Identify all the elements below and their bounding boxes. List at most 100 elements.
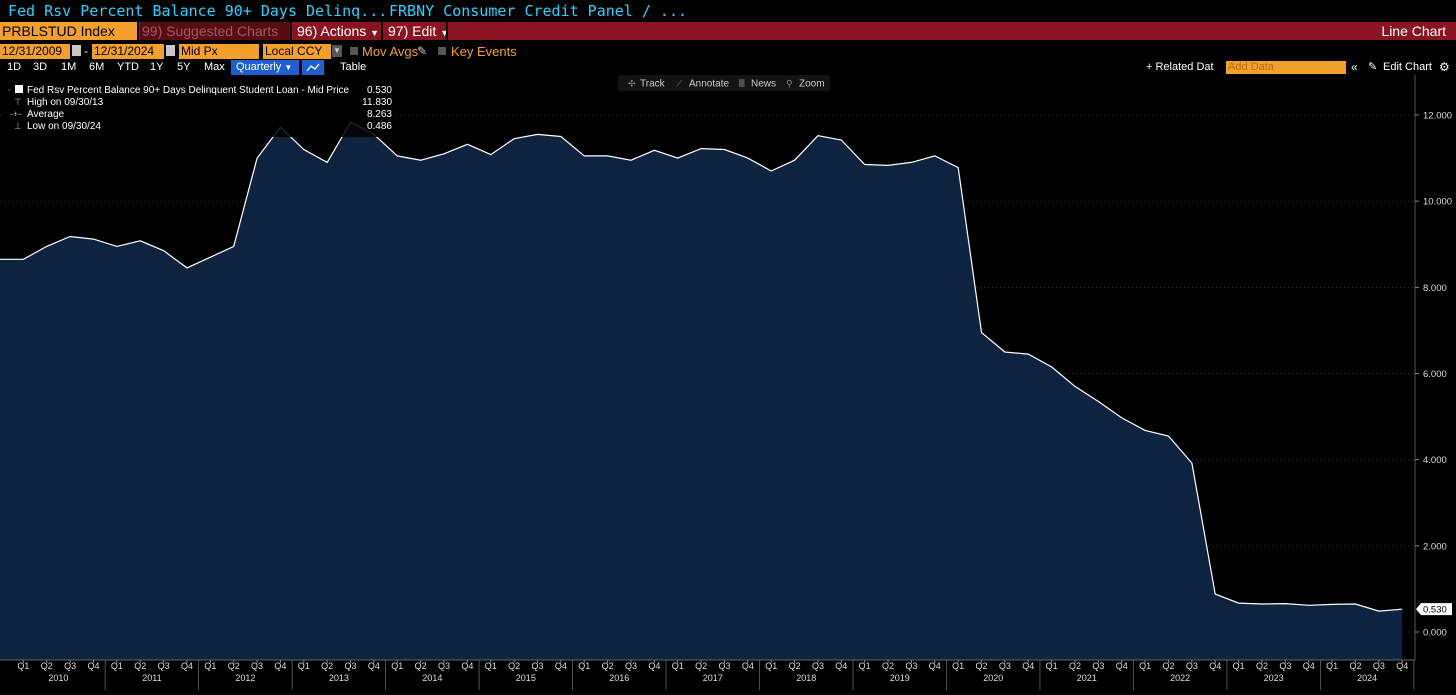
last-price-tag: 0.530: [1416, 603, 1452, 615]
x-quarter-label: Q1: [391, 661, 403, 671]
x-quarter-label: Q2: [41, 661, 53, 671]
data-point: [723, 148, 725, 150]
legend[interactable]: ▫ Fed Rsv Percent Balance 90+ Days Delin…: [2, 82, 396, 137]
mov-avgs-checkbox[interactable]: [350, 47, 358, 55]
chart-area[interactable]: 0.000 2.000 4.000 6.000 8.000 10.000 12.000 Q1…: [0, 75, 1456, 695]
x-year-label: 2020: [983, 673, 1003, 683]
frequency-select[interactable]: Quarterly ▼: [231, 60, 299, 75]
x-quarter-label: Q3: [812, 661, 824, 671]
news-button[interactable]: News: [751, 79, 776, 90]
mov-avgs-label[interactable]: Mov Avgs: [362, 44, 419, 59]
legend-series-name: Fed Rsv Percent Balance 90+ Days Delinqu…: [27, 85, 350, 96]
x-quarter-label: Q3: [1373, 661, 1385, 671]
data-point: [863, 163, 865, 165]
period-5y[interactable]: 5Y: [177, 61, 191, 73]
series-line: [0, 121, 1403, 612]
data-point: [934, 155, 936, 157]
crosshair-icon: ✣: [628, 79, 636, 89]
y-tick-label: 0.000: [1423, 628, 1447, 639]
data-point: [69, 235, 71, 237]
data-point: [1191, 462, 1193, 464]
related-data-button[interactable]: + Related Dat: [1146, 61, 1214, 73]
data-point: [536, 133, 538, 135]
suggested-charts-button[interactable]: 99) Suggested Charts: [140, 22, 290, 40]
x-year-label: 2013: [329, 673, 349, 683]
edit-label: 97) Edit: [388, 23, 437, 39]
line-chart-icon[interactable]: [302, 60, 324, 75]
x-quarter-label: Q3: [438, 661, 450, 671]
data-point: [1284, 602, 1286, 604]
data-point: [653, 149, 655, 151]
period-row: 1D 3D 1M 6M YTD 1Y 5Y Max Quarterly ▼ Ta…: [0, 60, 1456, 75]
chart-type-label[interactable]: Line Chart: [1381, 23, 1446, 39]
field-select[interactable]: Mid Px: [179, 44, 259, 59]
x-quarter-label: Q4: [461, 661, 473, 671]
x-quarter-label: Q4: [929, 661, 941, 671]
data-point: [303, 148, 305, 150]
x-quarter-label: Q4: [648, 661, 660, 671]
zoom-button[interactable]: Zoom: [799, 79, 825, 90]
collapse-icon[interactable]: «: [1351, 60, 1358, 74]
source-title[interactable]: FRBNY Consumer Credit Panel / ...: [389, 2, 688, 20]
chevron-down-icon: ▼: [370, 28, 380, 38]
period-6m[interactable]: 6M: [89, 61, 105, 73]
pencil-icon[interactable]: ✎: [1368, 61, 1378, 73]
actions-menu-button[interactable]: 96) Actions ▼: [293, 22, 381, 40]
x-quarter-label: Q1: [952, 661, 964, 671]
table-button[interactable]: Table: [340, 61, 367, 73]
y-tick-label: 6.000: [1423, 369, 1447, 380]
x-quarter-label: Q2: [508, 661, 520, 671]
track-button[interactable]: Track: [640, 79, 666, 90]
legend-high-value: 11.830: [362, 97, 392, 108]
key-events-label[interactable]: Key Events: [451, 44, 517, 59]
period-max[interactable]: Max: [204, 61, 225, 73]
x-quarter-label: Q1: [765, 661, 777, 671]
x-quarter-label: Q1: [1046, 661, 1058, 671]
data-point: [700, 147, 702, 149]
divider: [446, 22, 448, 40]
add-data-input[interactable]: Add Data: [1226, 61, 1346, 74]
pencil-icon[interactable]: ✎: [417, 44, 428, 58]
data-point: [186, 267, 188, 269]
data-point: [583, 155, 585, 157]
calendar-icon[interactable]: [72, 45, 81, 56]
data-point: [1167, 435, 1169, 437]
data-point: [677, 157, 679, 159]
calendar-icon[interactable]: [166, 45, 175, 56]
x-quarter-label: Q3: [718, 661, 730, 671]
period-3d[interactable]: 3D: [33, 61, 48, 73]
x-quarter-label: Q3: [532, 661, 544, 671]
ticker-field[interactable]: PRBLSTUD Index: [0, 22, 137, 40]
data-point: [793, 159, 795, 161]
x-year-label: 2022: [1170, 673, 1190, 683]
data-point: [162, 250, 164, 252]
period-1m[interactable]: 1M: [61, 61, 77, 73]
line-chart[interactable]: 0.000 2.000 4.000 6.000 8.000 10.000 12.000 Q1…: [0, 75, 1456, 690]
data-point: [980, 331, 982, 333]
zoom-icon: ⚲: [786, 79, 793, 89]
actions-label: 96) Actions: [297, 23, 367, 39]
chevron-down-icon[interactable]: ▼: [332, 45, 342, 57]
data-point: [396, 155, 398, 157]
data-point: [419, 159, 421, 161]
period-1y[interactable]: 1Y: [150, 61, 164, 73]
x-year-label: 2011: [142, 673, 161, 683]
edit-menu-button[interactable]: 97) Edit ▼: [384, 22, 449, 40]
data-point: [1074, 385, 1076, 387]
gear-icon[interactable]: ⚙: [1439, 60, 1450, 74]
x-quarter-label: Q2: [321, 661, 333, 671]
x-quarter-label: Q2: [602, 661, 614, 671]
data-point: [490, 153, 492, 155]
period-ytd[interactable]: YTD: [117, 61, 139, 73]
x-quarter-label: Q4: [274, 661, 286, 671]
edit-chart-button[interactable]: Edit Chart: [1383, 61, 1432, 73]
x-quarter-label: Q4: [1116, 661, 1128, 671]
currency-select[interactable]: Local CCY: [263, 44, 331, 59]
end-date-input[interactable]: 12/31/2024: [92, 44, 164, 59]
key-events-checkbox[interactable]: [438, 47, 446, 55]
annotate-button[interactable]: Annotate: [689, 79, 729, 90]
x-quarter-label: Q1: [578, 661, 590, 671]
data-point: [443, 153, 445, 155]
period-1d[interactable]: 1D: [7, 61, 22, 73]
start-date-input[interactable]: 12/31/2009: [0, 44, 70, 59]
